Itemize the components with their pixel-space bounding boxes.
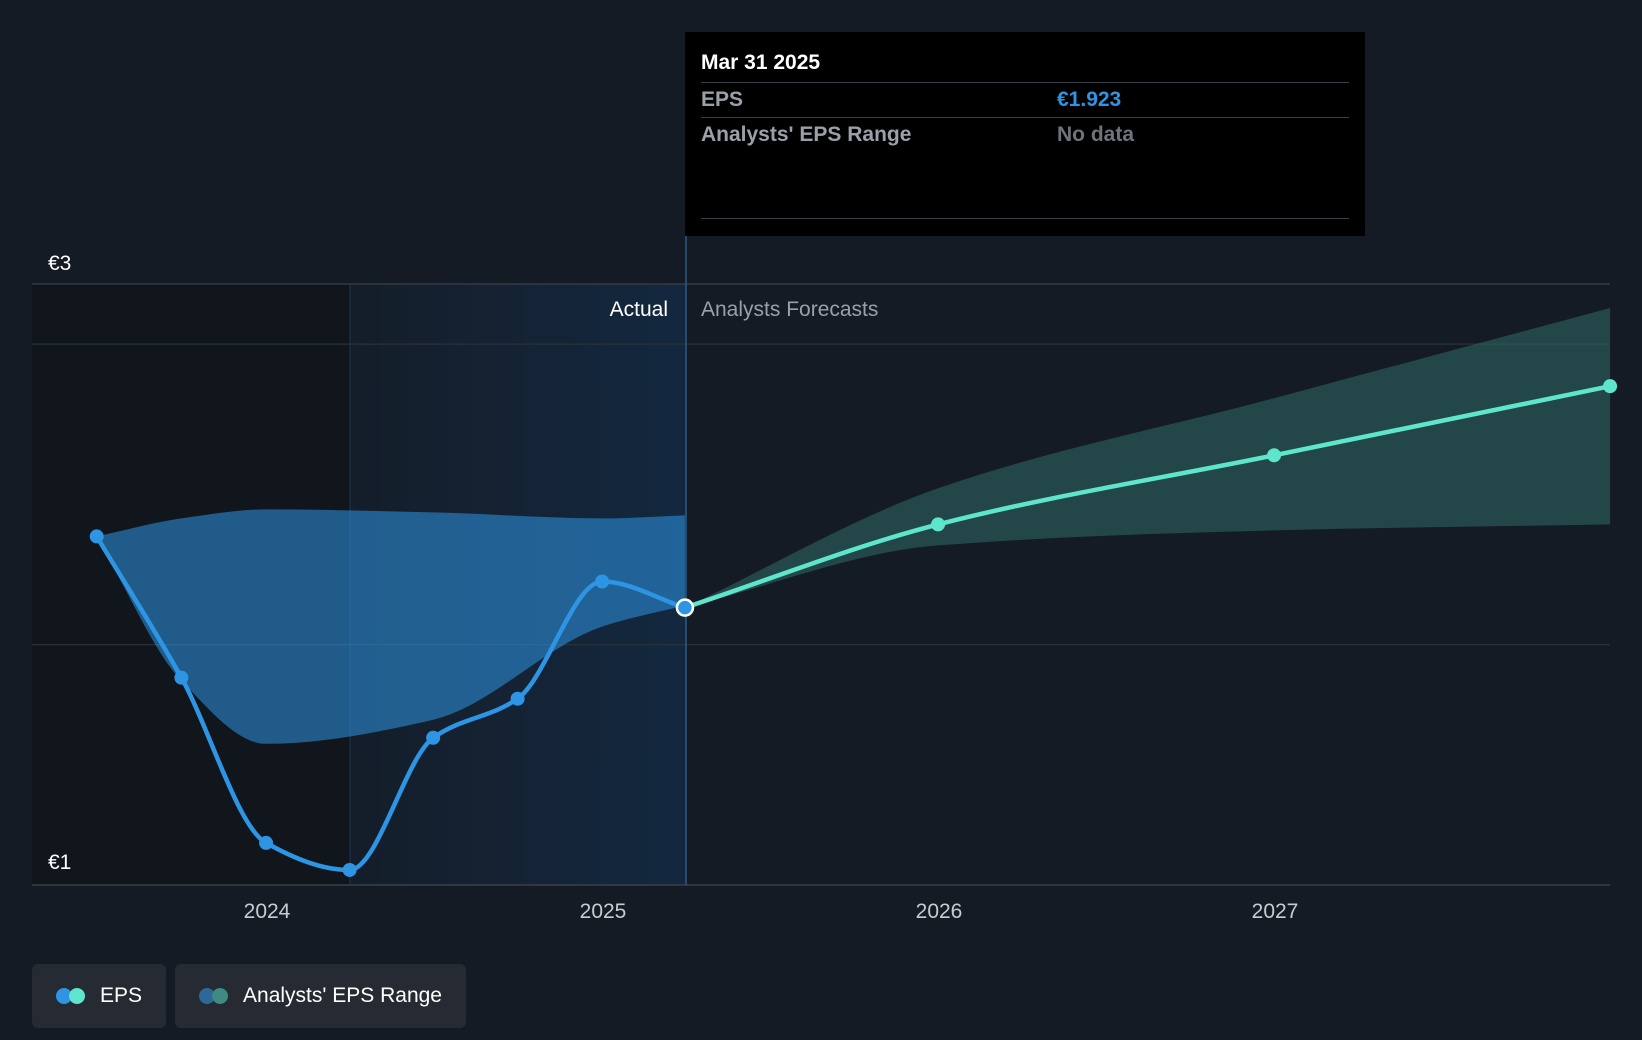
forecast-eps-point[interactable] [931,517,946,532]
tooltip-range-value: No data [1057,123,1135,146]
x-tick-label: 2026 [916,900,963,923]
eps-point[interactable] [89,529,104,544]
eps-legend-icon [56,988,86,1004]
forecast-region-label: Analysts Forecasts [701,298,878,321]
actual-region-label: Actual [610,298,668,321]
chart-legend: EPS Analysts' EPS Range [32,964,466,1028]
legend-label-eps: EPS [100,984,143,1007]
eps-range-legend-icon [199,988,229,1004]
actual-eps-range-area [96,509,685,744]
legend-label-eps-range: Analysts' EPS Range [243,984,442,1007]
tooltip-eps-row: EPS €1.923 [701,83,1349,118]
y-tick-label-top: €3 [48,252,71,275]
eps-point[interactable] [259,835,274,850]
tooltip-date: Mar 31 2025 [701,32,1349,83]
x-tick-label: 2024 [244,900,291,923]
tooltip-panel: Mar 31 2025 EPS €1.923 Analysts' EPS Ran… [685,32,1365,236]
forecast-eps-point[interactable] [1267,448,1282,463]
forecast-eps-point[interactable] [1603,379,1618,394]
forecast-eps-range-area [684,308,1611,608]
tooltip-eps-label: EPS [701,88,744,111]
forecast-eps-line [682,383,1613,610]
tooltip-range-label: Analysts' EPS Range [701,123,912,146]
eps-point[interactable] [510,691,525,706]
eps-point[interactable] [342,862,357,877]
eps-point[interactable] [595,574,610,589]
tooltip-divider [701,218,1349,219]
eps-point[interactable] [426,730,441,745]
x-tick-label: 2025 [580,900,627,923]
tooltip-range-row: Analysts' EPS Range No data [701,118,1349,152]
legend-item-eps-range[interactable]: Analysts' EPS Range [175,964,466,1028]
tooltip-eps-value: €1.923 [1057,88,1122,111]
y-tick-label-bottom: €1 [48,851,71,874]
eps-point-highlighted[interactable] [675,598,695,617]
legend-item-eps[interactable]: EPS [32,964,167,1028]
x-tick-label: 2027 [1252,900,1299,923]
eps-point[interactable] [174,670,189,685]
